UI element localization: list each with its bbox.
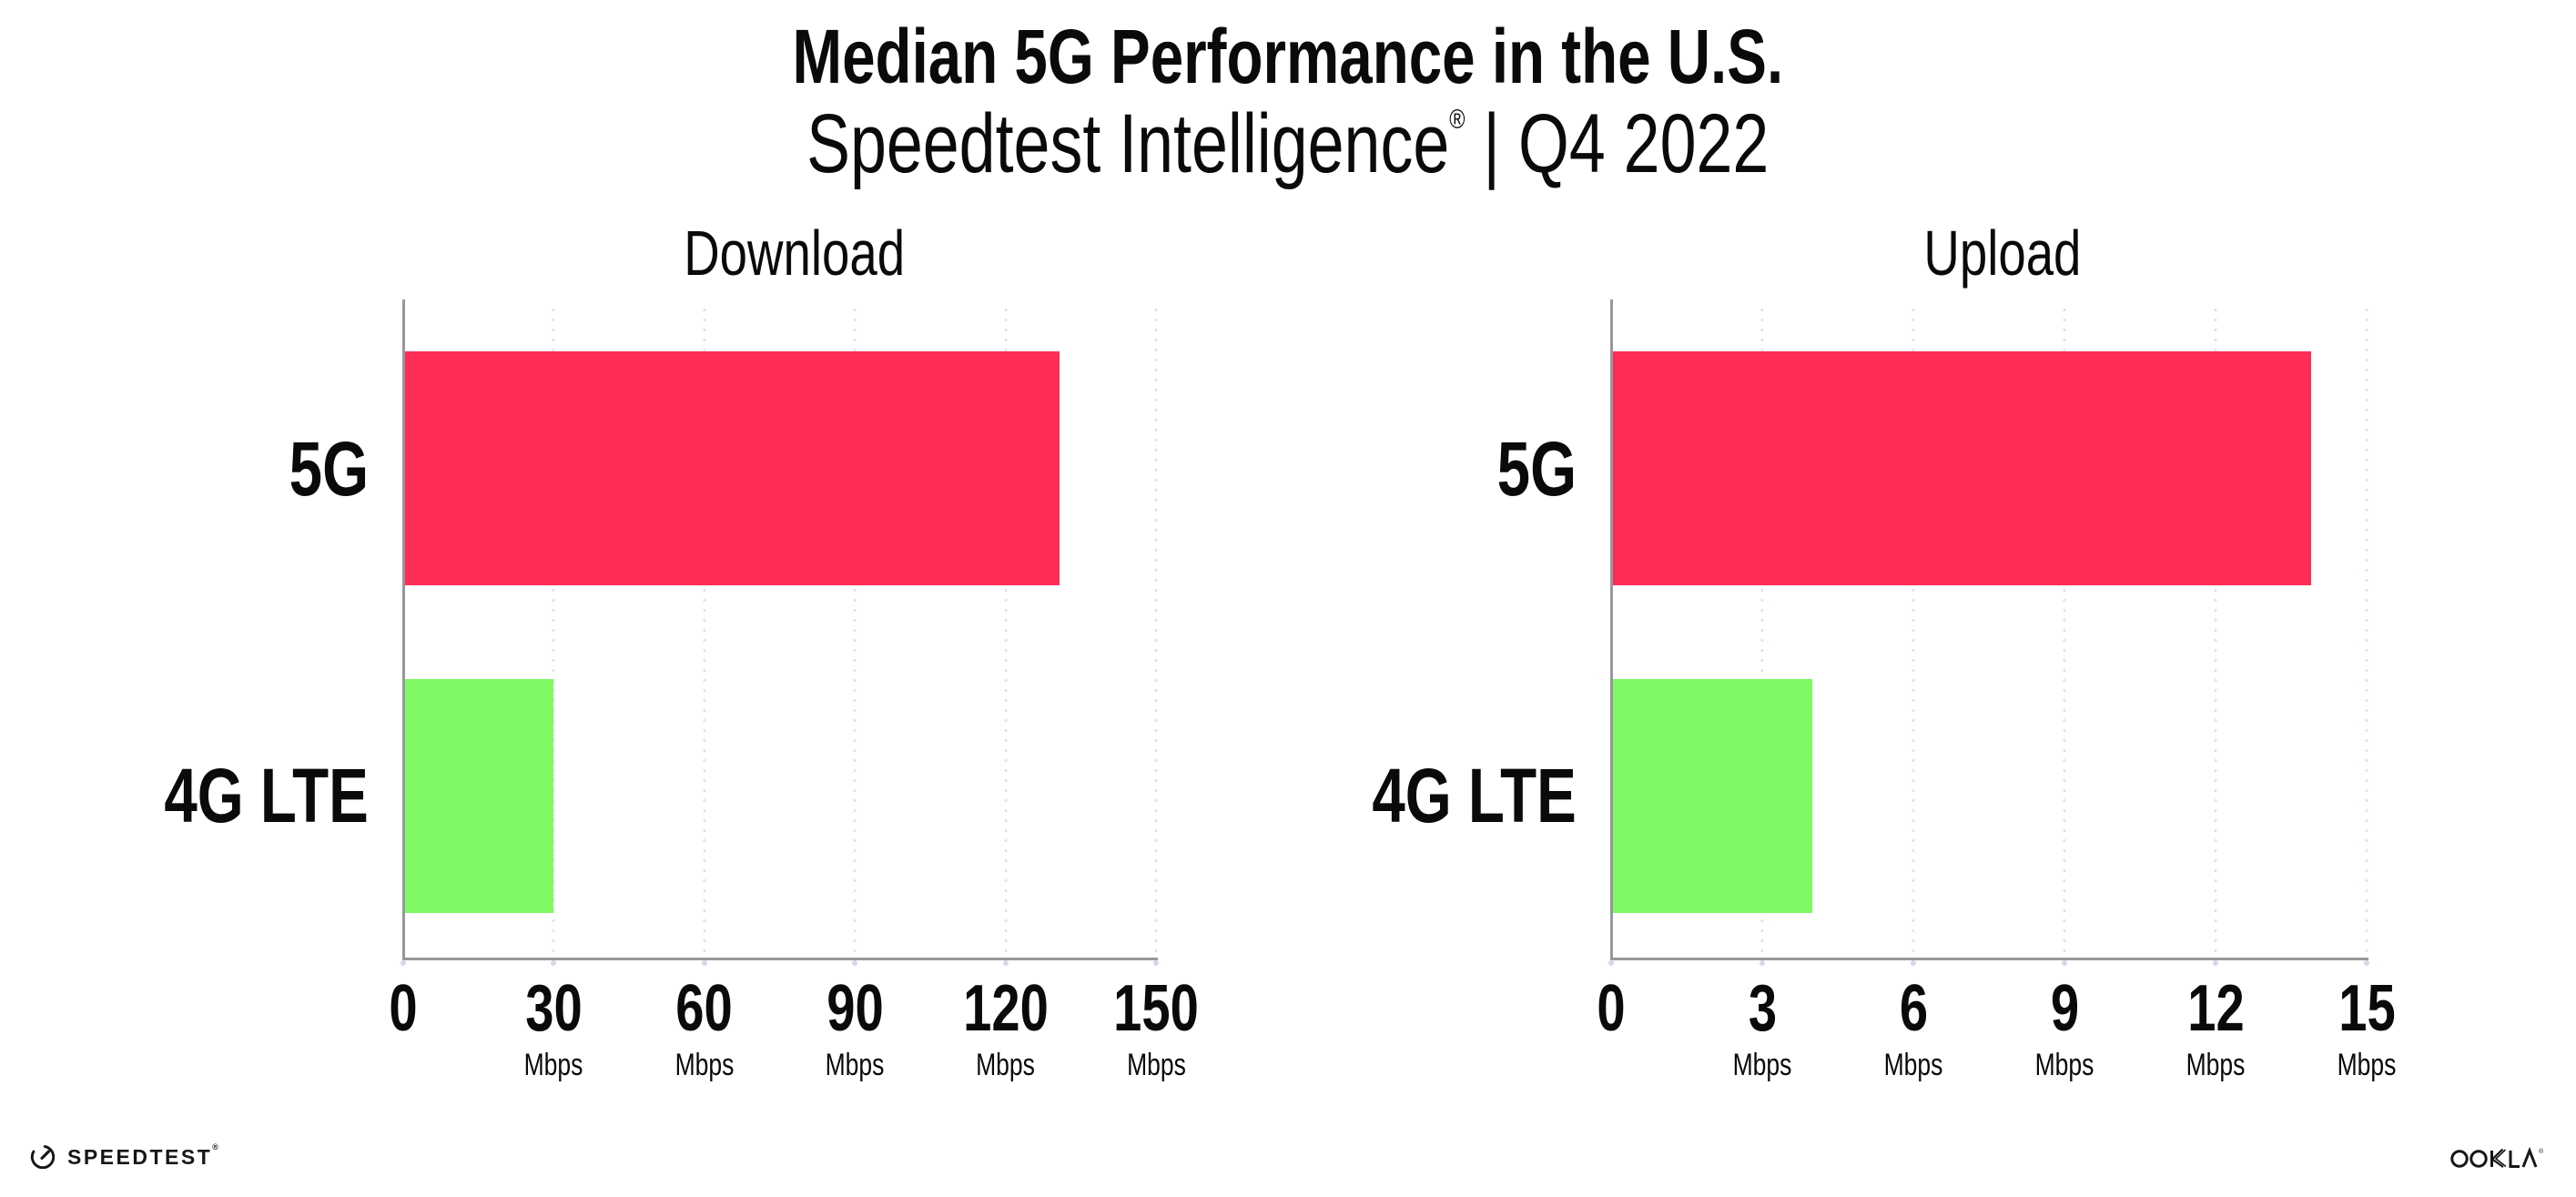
x-tick-label-120: 120 Mbps xyxy=(951,976,1060,1080)
subtitle-brand: Speedtest Intelligence xyxy=(806,97,1450,190)
axis-tick-dot xyxy=(852,960,858,966)
x-tick-unit: Mbps xyxy=(1883,1048,1943,1082)
x-tick-unit: Mbps xyxy=(2034,1048,2094,1082)
category-label-5g: 5G xyxy=(1496,425,1577,512)
axis-tick-dot xyxy=(2364,960,2369,966)
bar-4g-lte xyxy=(403,678,554,913)
gridline xyxy=(1760,305,1765,959)
page-title: Median 5G Performance in the U.S. xyxy=(0,16,2576,96)
gridline xyxy=(2364,305,2369,959)
gridline xyxy=(1153,305,1159,959)
gridline xyxy=(702,305,707,959)
x-tick-unit: Mbps xyxy=(976,1048,1036,1082)
axis-tick-dot xyxy=(1608,960,1614,966)
download-chart: Download 0 30 Mbps 60 Mbps 90 Mbps 120 Mbps 150 Mb… xyxy=(165,221,1199,1080)
x-axis-line xyxy=(402,958,1158,960)
speedtest-logo-text: SPEEDTEST® xyxy=(67,1141,221,1169)
x-tick-label-3: 3 Mbps xyxy=(1724,976,1800,1080)
bar-5g xyxy=(1611,351,2312,586)
x-tick-label-150: 150 Mbps xyxy=(1101,976,1211,1080)
registered-mark: ® xyxy=(1449,105,1465,135)
axis-tick-dot xyxy=(401,960,406,966)
speedtest-registered-mark: ® xyxy=(212,1141,221,1151)
x-tick-label-9: 9 Mbps xyxy=(2026,976,2102,1080)
category-label-4g-lte: 4G LTE xyxy=(164,753,369,839)
bar-5g xyxy=(403,351,1060,586)
x-axis-line xyxy=(1610,958,2368,960)
axis-tick-dot xyxy=(551,960,557,966)
gridline xyxy=(2213,305,2218,959)
ookla-logo-mark: ® xyxy=(2450,1146,2544,1168)
x-tick-label-0: 0 xyxy=(1597,972,1626,1045)
category-label-5g: 5G xyxy=(289,425,369,512)
gridline xyxy=(1003,305,1009,959)
speedtest-gauge-icon xyxy=(30,1144,56,1170)
bar-4g-lte xyxy=(1611,678,1813,913)
axis-tick-dot xyxy=(1760,960,1765,966)
upload-chart-title: Upload xyxy=(1923,218,2082,289)
x-tick-unit: Mbps xyxy=(674,1048,735,1082)
speedtest-logo: SPEEDTEST® xyxy=(29,1141,220,1172)
download-chart-title: Download xyxy=(684,218,906,289)
x-tick-label-0: 0 xyxy=(389,972,418,1045)
ookla-registered-mark: ® xyxy=(2539,1148,2544,1155)
x-tick-unit: Mbps xyxy=(2186,1048,2246,1082)
x-tick-unit: Mbps xyxy=(523,1048,583,1082)
x-tick-label-6: 6 Mbps xyxy=(1875,976,1951,1080)
axis-tick-dot xyxy=(1911,960,1916,966)
x-tick-unit: Mbps xyxy=(1732,1048,1792,1082)
axis-tick-dot xyxy=(701,960,707,966)
category-label-4g-lte: 4G LTE xyxy=(1372,753,1577,839)
upload-chart: Upload 0 3 Mbps 6 Mbps 9 Mbps 12 Mbps 15 Mbps 5G 4G … xyxy=(1373,221,2397,1080)
x-tick-label-30: 30 Mbps xyxy=(516,976,592,1080)
axis-tick-dot xyxy=(1153,960,1159,966)
gridline xyxy=(2062,305,2067,959)
x-tick-label-12: 12 Mbps xyxy=(2177,976,2253,1080)
axis-tick-dot xyxy=(2213,960,2218,966)
x-tick-label-60: 60 Mbps xyxy=(666,976,742,1080)
y-axis-line xyxy=(402,299,405,960)
x-tick-label-90: 90 Mbps xyxy=(817,976,893,1080)
axis-tick-dot xyxy=(1002,960,1009,966)
ookla-logo: ® xyxy=(2450,1143,2545,1171)
x-tick-unit: Mbps xyxy=(825,1048,885,1082)
y-axis-line xyxy=(1610,299,1613,960)
axis-tick-dot xyxy=(2062,960,2067,966)
gridline xyxy=(551,305,556,959)
page-subtitle: Speedtest Intelligence® | Q4 2022 xyxy=(0,100,2576,188)
page-subtitle-text: Speedtest Intelligence® | Q4 2022 xyxy=(806,100,1769,188)
x-tick-unit: Mbps xyxy=(2337,1048,2397,1082)
x-tick-unit: Mbps xyxy=(1126,1048,1186,1082)
subtitle-period: | Q4 2022 xyxy=(1465,97,1770,190)
x-tick-label-15: 15 Mbps xyxy=(2328,976,2404,1080)
gridline xyxy=(1911,305,1916,959)
gridline xyxy=(852,305,857,959)
page-title-text: Median 5G Performance in the U.S. xyxy=(792,14,1784,99)
